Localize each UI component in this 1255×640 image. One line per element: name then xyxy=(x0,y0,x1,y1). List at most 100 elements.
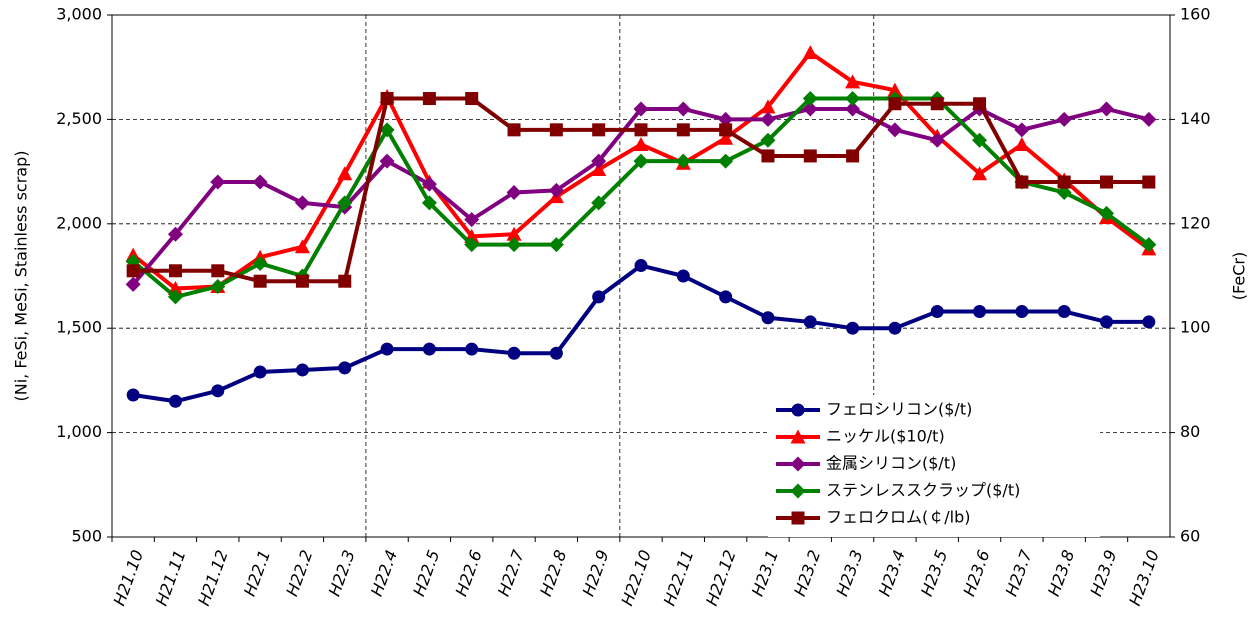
point xyxy=(675,153,691,169)
point xyxy=(845,91,861,107)
legend-label: ステンレススクラップ($/t) xyxy=(826,481,1020,500)
y2-tick-label: 60 xyxy=(1180,527,1200,546)
point xyxy=(421,176,437,192)
point xyxy=(1057,175,1071,189)
point xyxy=(168,264,182,278)
x-tick-label: H22.11 xyxy=(660,547,698,608)
legend-label: ニッケル($10/t) xyxy=(826,427,945,446)
point xyxy=(591,162,607,177)
point xyxy=(1015,304,1029,318)
legend-label: フェロクロム(￠/lb) xyxy=(826,508,970,527)
point xyxy=(592,123,606,137)
x-tick-label: H23.2 xyxy=(790,547,824,598)
point xyxy=(1056,111,1072,127)
point xyxy=(1142,175,1156,189)
x-tick-label: H22.5 xyxy=(409,547,443,598)
y2-tick-label: 160 xyxy=(1180,5,1211,24)
point xyxy=(549,123,563,137)
point xyxy=(465,92,479,106)
point xyxy=(633,101,649,117)
point xyxy=(167,289,183,305)
point xyxy=(1141,111,1157,127)
point xyxy=(887,122,903,138)
point xyxy=(803,149,817,163)
point xyxy=(760,111,776,127)
point xyxy=(125,276,141,292)
y-tick-label: 2,500 xyxy=(56,109,102,128)
x-tick-label: H22.3 xyxy=(325,547,359,598)
y-tick-label: 1,000 xyxy=(56,422,102,441)
point xyxy=(803,315,817,329)
point xyxy=(1142,315,1156,329)
point xyxy=(846,321,860,335)
point xyxy=(845,101,861,117)
x-tick-label: H22.7 xyxy=(494,547,528,599)
point xyxy=(633,153,649,169)
point xyxy=(1099,101,1115,117)
point xyxy=(253,274,267,288)
x-tick-label: H23.3 xyxy=(832,547,866,598)
x-tick-label: H23.8 xyxy=(1044,547,1078,598)
point xyxy=(1100,175,1114,189)
point xyxy=(549,346,563,360)
x-tick-label: H23.10 xyxy=(1125,547,1163,608)
x-tick-label: H22.12 xyxy=(702,547,740,608)
point xyxy=(252,174,268,190)
point xyxy=(126,388,140,402)
point xyxy=(294,239,310,254)
x-tick-label: H21.12 xyxy=(194,547,232,608)
y2-tick-label: 140 xyxy=(1180,109,1211,128)
x-tick-label: H21.11 xyxy=(152,547,190,608)
legend-box xyxy=(768,395,1100,537)
point xyxy=(676,269,690,283)
point xyxy=(888,97,902,111)
legend-marker xyxy=(791,511,805,525)
point xyxy=(675,101,691,117)
point xyxy=(464,237,480,253)
point xyxy=(253,365,267,379)
point xyxy=(464,212,480,228)
point xyxy=(548,237,564,253)
y-axis-label: (Ni, FeSi, MeSi, Stainless scrap) xyxy=(12,151,31,402)
point xyxy=(252,255,268,271)
y2-tick-label: 100 xyxy=(1180,318,1211,337)
point xyxy=(972,132,988,148)
x-tick-label: H22.10 xyxy=(617,547,655,608)
point xyxy=(929,132,945,148)
point xyxy=(379,122,395,138)
point xyxy=(1015,175,1029,189)
x-tick-label: H23.7 xyxy=(1002,547,1036,599)
point xyxy=(802,101,818,117)
point xyxy=(718,111,734,127)
point xyxy=(422,342,436,356)
point xyxy=(380,342,394,356)
point xyxy=(761,149,775,163)
point xyxy=(930,304,944,318)
point xyxy=(1057,304,1071,318)
point xyxy=(507,346,521,360)
point xyxy=(507,123,521,137)
x-tick-label: H23.4 xyxy=(875,547,909,598)
x-tick-label: H23.5 xyxy=(917,547,951,598)
legend-label: 金属シリコン($/t) xyxy=(826,454,956,473)
point xyxy=(506,226,522,241)
legend-marker xyxy=(790,483,806,499)
point xyxy=(211,384,225,398)
point xyxy=(973,97,987,111)
point xyxy=(846,149,860,163)
point xyxy=(295,274,309,288)
point xyxy=(634,259,648,273)
legend-marker xyxy=(790,456,806,472)
point xyxy=(718,130,734,145)
point xyxy=(972,166,988,181)
point xyxy=(338,361,352,375)
point xyxy=(718,153,734,169)
x-tick-label: H23.6 xyxy=(959,547,993,598)
point xyxy=(379,153,395,169)
point xyxy=(422,92,436,106)
point xyxy=(930,97,944,111)
point xyxy=(338,274,352,288)
point xyxy=(168,394,182,408)
point xyxy=(337,195,353,211)
